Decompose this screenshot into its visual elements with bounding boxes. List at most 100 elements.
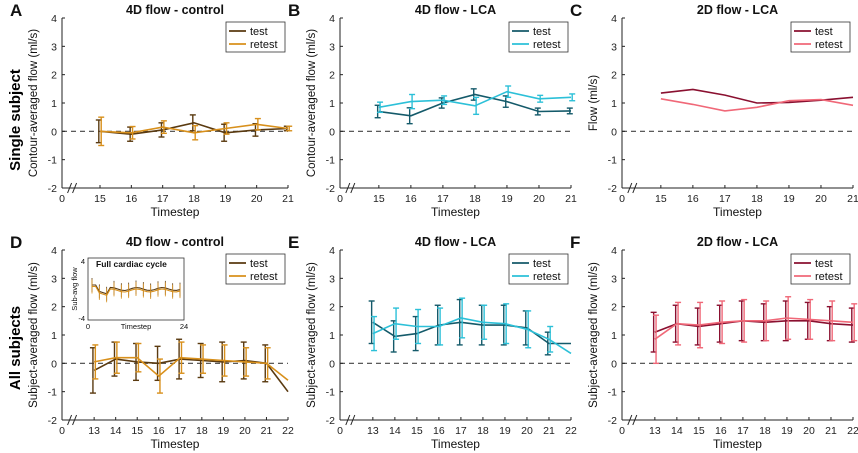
series-line-test xyxy=(372,321,571,345)
x-tick-label: 16 xyxy=(433,425,445,437)
x-tick-label: 22 xyxy=(847,425,858,437)
inset-x-label: Timestep xyxy=(121,322,152,331)
x-tick-label: 16 xyxy=(687,193,699,205)
y-tick-label: -2 xyxy=(326,415,335,427)
y-axis-label: Contour-averaged flow (ml/s) xyxy=(306,29,318,177)
y-tick-label: -1 xyxy=(608,155,617,167)
x-tick-label: 21 xyxy=(565,193,577,205)
y-axis-label: Subject-averaged flow (ml/s) xyxy=(28,262,40,408)
x-tick-label: 13 xyxy=(367,425,379,437)
panel-letter: F xyxy=(570,233,580,252)
panel-e: -2 -1 0 1 2 3 4 0 13 14 15 16 17 18 19 20 21 22 4D flow - … xyxy=(288,233,577,451)
axis-break-mark xyxy=(72,182,78,194)
y-tick-label: 3 xyxy=(329,273,335,285)
x-tick-label: 17 xyxy=(174,425,186,437)
axis-break-mark xyxy=(632,182,638,194)
axis-break-mark xyxy=(627,414,633,426)
x-tick-label: 21 xyxy=(261,425,273,437)
y-tick-label: -1 xyxy=(48,387,57,399)
y-tick-label: -1 xyxy=(48,155,57,167)
y-tick-label: -2 xyxy=(608,183,617,195)
axis-break-mark xyxy=(72,414,78,426)
y-tick-label: 0 xyxy=(329,126,335,138)
x-tick-label: 18 xyxy=(477,425,489,437)
x-axis-label: Timestep xyxy=(713,437,762,451)
x-axis-label: Timestep xyxy=(431,205,480,219)
x-tick-label: 17 xyxy=(437,193,449,205)
y-tick-label: 1 xyxy=(611,98,617,110)
legend-label-test: test xyxy=(533,26,551,38)
x-tick-label: 0 xyxy=(619,425,625,437)
axis-break-mark xyxy=(67,414,73,426)
inset-x-tick-label: 24 xyxy=(180,322,188,331)
legend-label-retest: retest xyxy=(250,39,278,51)
x-tick-label: 0 xyxy=(337,425,343,437)
series-line-retest xyxy=(93,356,289,381)
x-axis-label: Timestep xyxy=(151,205,200,219)
inset-x-tick-label: 0 xyxy=(86,322,90,331)
panel-title: 4D flow - LCA xyxy=(415,235,496,249)
row-label-all-subjects: All subjects xyxy=(7,306,24,390)
x-tick-label: 21 xyxy=(825,425,837,437)
panel-a: -2 -1 0 1 2 3 4 0 15 16 17 18 19 20 21 4D flow - contro… xyxy=(10,1,294,219)
y-tick-label: -2 xyxy=(48,183,57,195)
y-tick-label: 2 xyxy=(329,70,335,82)
x-tick-label: 15 xyxy=(373,193,385,205)
panel-d: -2 -1 0 1 2 3 4 0 13 14 15 16 17 18 19 20 21 22 4D flow - … xyxy=(10,233,294,451)
y-tick-label: 1 xyxy=(329,330,335,342)
inset-title: Full cardiac cycle xyxy=(96,259,167,269)
y-tick-label: 1 xyxy=(51,98,57,110)
y-axis-label: Subject-averaged flow (ml/s) xyxy=(588,262,600,408)
series-line-test xyxy=(654,319,854,333)
y-tick-label: -1 xyxy=(326,387,335,399)
panel-letter: A xyxy=(10,1,22,20)
y-tick-label: 2 xyxy=(51,70,57,82)
series-line-test xyxy=(93,358,289,393)
panel-title: 4D flow - control xyxy=(126,235,224,249)
x-tick-label: 18 xyxy=(196,425,208,437)
x-tick-label: 14 xyxy=(110,425,122,437)
x-tick-label: 15 xyxy=(94,193,106,205)
x-tick-label: 13 xyxy=(649,425,661,437)
x-tick-label: 19 xyxy=(781,425,793,437)
legend-label-test: test xyxy=(815,26,833,38)
x-tick-label: 18 xyxy=(759,425,771,437)
series-line-retest xyxy=(378,90,572,109)
y-tick-label: -2 xyxy=(608,415,617,427)
y-tick-label: 0 xyxy=(611,126,617,138)
inset-y-tick-label: -4 xyxy=(78,314,85,323)
legend-box xyxy=(790,21,851,53)
panel-c: -2 -1 0 1 2 3 4 0 15 16 17 18 19 20 21 2D flow - LCA C Ti… xyxy=(570,1,858,219)
panel-title: 4D flow - control xyxy=(126,3,224,17)
x-tick-label: 16 xyxy=(153,425,165,437)
series-line-retest xyxy=(372,317,572,355)
x-tick-label: 16 xyxy=(405,193,417,205)
panel-title: 4D flow - LCA xyxy=(415,3,496,17)
x-tick-label: 18 xyxy=(188,193,200,205)
legend-box xyxy=(508,21,569,53)
x-tick-label: 22 xyxy=(565,425,577,437)
y-tick-label: 0 xyxy=(51,126,57,138)
row-label-single-subject: Single subject xyxy=(7,69,24,171)
x-tick-label: 22 xyxy=(282,425,294,437)
axis-break-mark xyxy=(67,182,73,194)
legend-label-test: test xyxy=(815,258,833,270)
x-tick-label: 21 xyxy=(282,193,294,205)
series-line-retest xyxy=(660,98,854,112)
x-tick-label: 21 xyxy=(543,425,555,437)
legend-label-test: test xyxy=(250,258,268,270)
y-tick-label: -1 xyxy=(326,155,335,167)
panel-letter: D xyxy=(10,233,22,252)
x-tick-label: 15 xyxy=(655,193,667,205)
y-tick-label: 4 xyxy=(611,245,617,257)
y-tick-label: 4 xyxy=(329,245,335,257)
inset-series-line xyxy=(92,285,181,296)
legend-label-test: test xyxy=(533,258,551,270)
y-tick-label: 2 xyxy=(611,302,617,314)
x-tick-label: 0 xyxy=(59,193,65,205)
x-tick-label: 20 xyxy=(521,425,533,437)
x-tick-label: 20 xyxy=(251,193,263,205)
series-line-retest xyxy=(654,317,854,340)
axis-break-mark xyxy=(345,182,351,194)
axis-break-mark xyxy=(345,414,351,426)
